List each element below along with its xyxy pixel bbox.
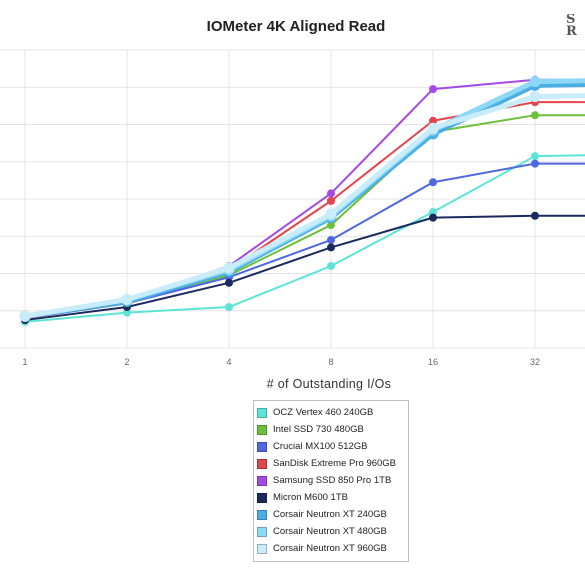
data-point xyxy=(429,116,437,125)
legend-swatch xyxy=(257,492,267,503)
data-point xyxy=(531,211,539,220)
series-9 xyxy=(19,91,585,322)
legend-swatch xyxy=(257,509,267,520)
data-point xyxy=(325,208,337,220)
legend: OCZ Vertex 460 240GB Intel SSD 730 480GB C… xyxy=(253,400,409,562)
legend-label: Intel SSD 730 480GB xyxy=(273,424,364,435)
data-point xyxy=(429,208,437,217)
legend-item: Corsair Neutron XT 240GB xyxy=(257,506,408,523)
legend-label: Crucial MX100 512GB xyxy=(273,441,368,452)
series-layer xyxy=(19,75,585,326)
data-point xyxy=(427,122,439,134)
series-7 xyxy=(19,79,585,322)
legend-swatch xyxy=(257,441,267,452)
legend-swatch xyxy=(257,458,267,469)
data-point xyxy=(123,308,131,317)
series-line xyxy=(24,93,585,319)
x-tick-label: 8 xyxy=(328,357,333,367)
data-point xyxy=(121,294,133,306)
data-point xyxy=(327,235,335,244)
data-point xyxy=(531,111,539,120)
series-line xyxy=(24,81,585,319)
gridlines xyxy=(0,49,585,349)
data-point xyxy=(327,262,335,271)
series-8 xyxy=(19,76,585,322)
legend-swatch xyxy=(257,475,267,486)
data-point xyxy=(327,221,335,230)
legend-label: Samsung SSD 850 Pro 1TB xyxy=(273,475,392,486)
data-point xyxy=(531,159,539,168)
legend-item: Crucial MX100 512GB xyxy=(257,438,408,455)
data-point xyxy=(223,262,235,274)
data-point xyxy=(327,189,335,198)
legend-item: Samsung SSD 850 Pro 1TB xyxy=(257,472,408,489)
data-point xyxy=(429,213,437,222)
legend-label: Corsair Neutron XT 960GB xyxy=(273,543,387,554)
series-4 xyxy=(21,98,585,323)
series-3 xyxy=(21,159,585,323)
x-tick-labels: 1 2 4 8 16 32 xyxy=(22,357,540,367)
x-tick-label: 4 xyxy=(226,357,231,367)
data-point xyxy=(529,91,541,103)
data-point xyxy=(429,85,437,94)
legend-item: Micron M600 1TB xyxy=(257,489,408,506)
legend-swatch xyxy=(257,543,267,554)
data-point xyxy=(327,243,335,252)
chart-title: IOMeter 4K Aligned Read xyxy=(207,18,386,35)
legend-item: OCZ Vertex 460 240GB xyxy=(257,404,408,421)
data-point xyxy=(327,196,335,205)
x-tick-label: 2 xyxy=(124,357,129,367)
legend-label: Micron M600 1TB xyxy=(273,492,348,503)
legend-item: Intel SSD 730 480GB xyxy=(257,421,408,438)
data-point xyxy=(225,303,233,312)
data-point xyxy=(529,76,541,88)
legend-swatch xyxy=(257,424,267,435)
series-line xyxy=(24,78,585,319)
series-line xyxy=(24,101,585,320)
series-6 xyxy=(21,211,585,325)
data-point xyxy=(19,310,31,322)
legend-label: Corsair Neutron XT 240GB xyxy=(273,509,387,520)
x-axis-label: # of Outstanding I/Os xyxy=(267,377,391,391)
series-line xyxy=(24,162,585,320)
legend-item: Corsair Neutron XT 960GB xyxy=(257,540,408,557)
legend-item: Corsair Neutron XT 480GB xyxy=(257,523,408,540)
legend-item: SanDisk Extreme Pro 960GB xyxy=(257,455,408,472)
legend-label: SanDisk Extreme Pro 960GB xyxy=(273,458,397,469)
legend-swatch xyxy=(257,526,267,537)
legend-label: OCZ Vertex 460 240GB xyxy=(273,407,374,418)
legend-swatch xyxy=(257,407,267,418)
legend-label: Corsair Neutron XT 480GB xyxy=(273,526,387,537)
data-point xyxy=(225,278,233,287)
data-point xyxy=(429,178,437,187)
data-point xyxy=(531,152,539,161)
x-tick-label: 1 xyxy=(22,357,27,367)
x-tick-label: 32 xyxy=(530,357,540,367)
x-tick-label: 16 xyxy=(428,357,438,367)
